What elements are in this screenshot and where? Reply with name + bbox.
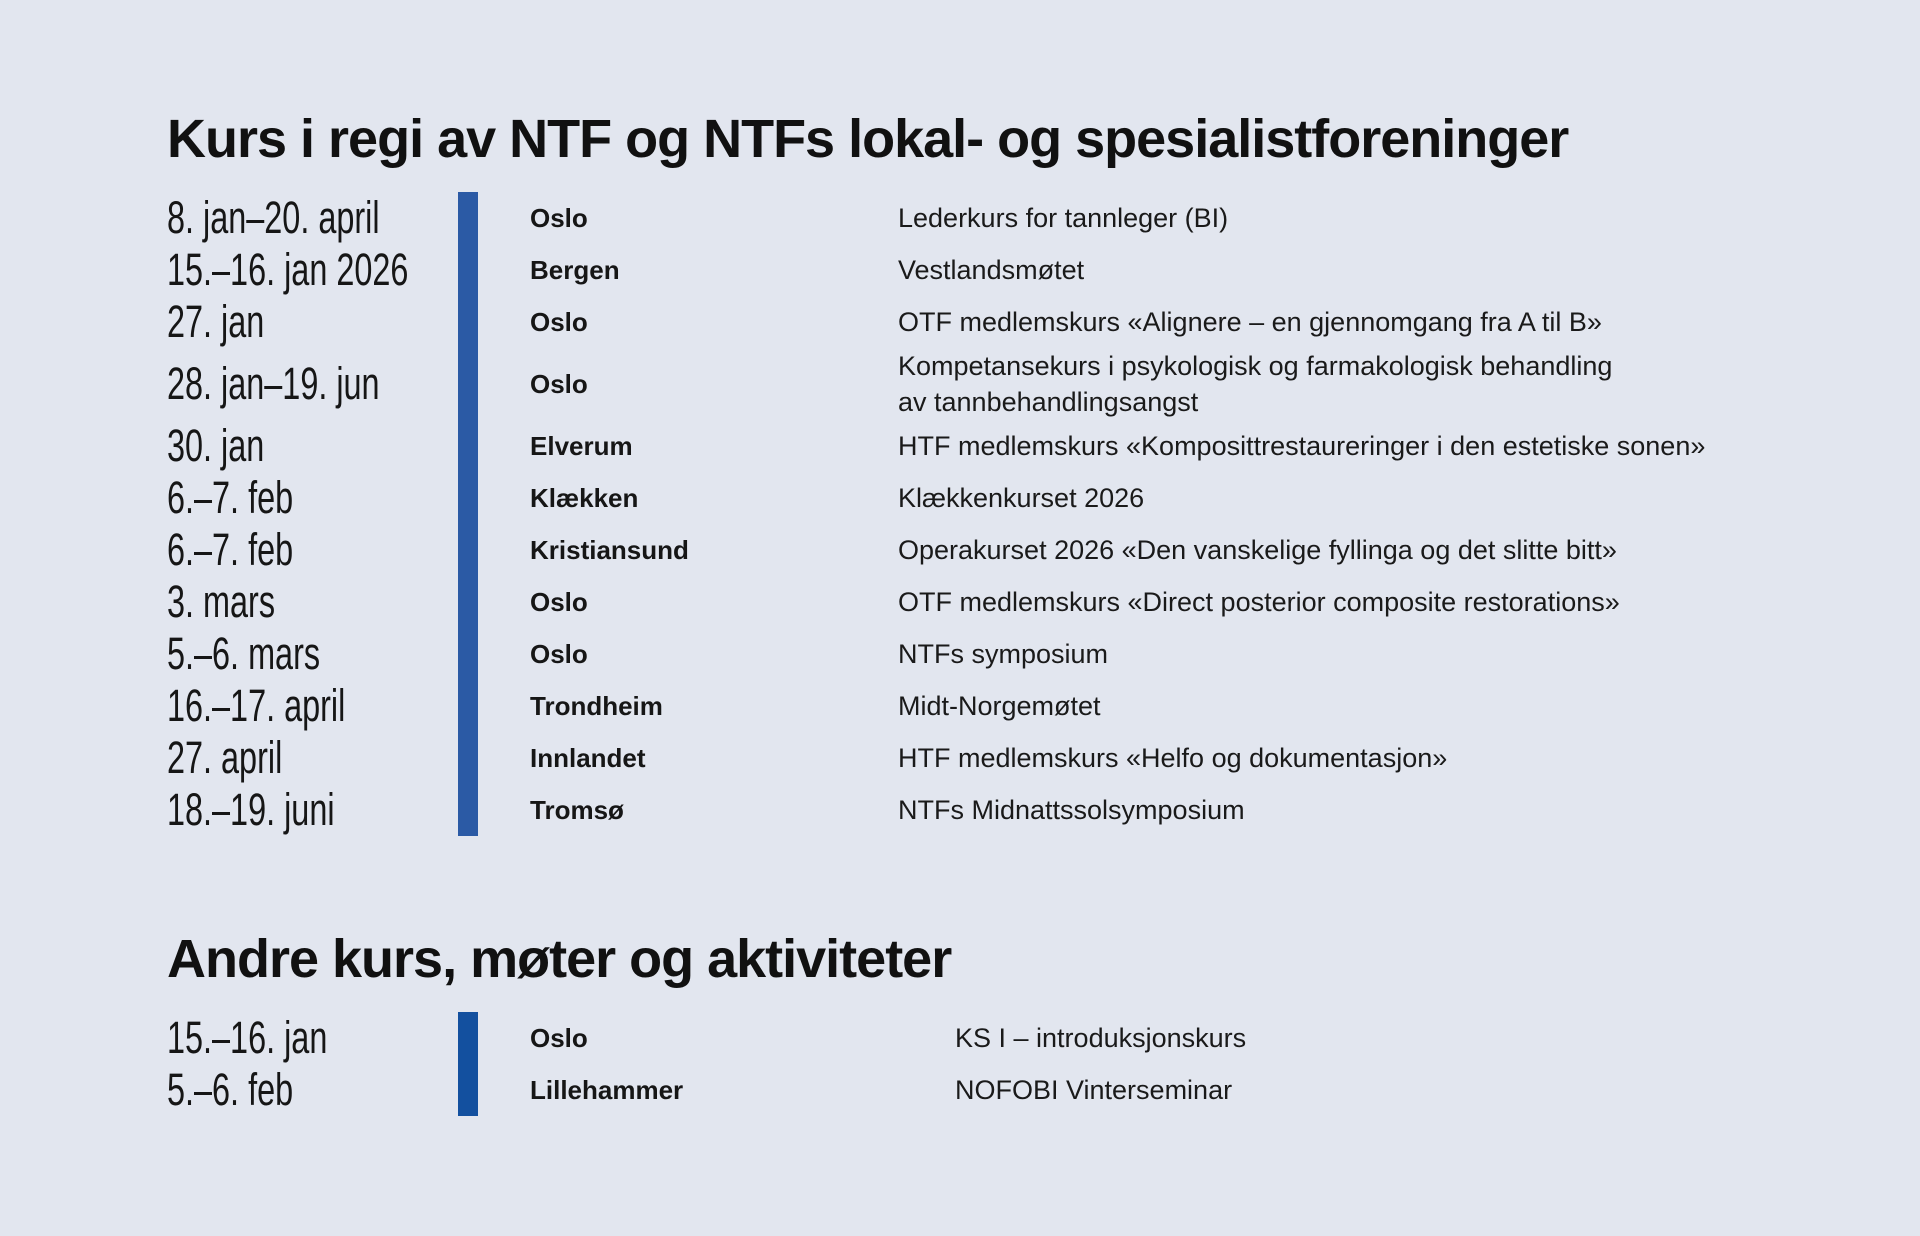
course-date-text: 15.–16. jan 2026 [167, 244, 409, 296]
course-row: 3. mars Oslo OTF medlemskurs «Direct pos… [167, 576, 1867, 628]
course-name: OTF medlemskurs «Alignere – en gjennomga… [898, 307, 1602, 338]
course-row: 5.–6. feb Lillehammer NOFOBI Vintersemin… [167, 1064, 1867, 1116]
course-date-text: 27. jan [167, 296, 265, 348]
course-location: Bergen [530, 254, 620, 285]
course-date-text: 8. jan–20. april [167, 192, 380, 244]
course-date: 27. jan [167, 296, 458, 348]
course-date: 8. jan–20. april [167, 192, 458, 244]
course-name: Midt-Norgemøtet [898, 691, 1101, 722]
course-date: 16.–17. april [167, 680, 458, 732]
course-name: NTFs symposium [898, 639, 1109, 670]
section-title-ntf-courses: Kurs i regi av NTF og NTFs lokal- og spe… [167, 109, 1569, 169]
course-name: Operakurset 2026 «Den vanskelige fylling… [898, 535, 1617, 566]
course-name: Lederkurs for tannleger (BI) [898, 203, 1229, 234]
course-date: 6.–7. feb [167, 472, 458, 524]
course-location: Lillehammer [530, 1074, 684, 1105]
course-row: 16.–17. april Trondheim Midt-Norgemøtet [167, 680, 1867, 732]
course-date: 15.–16. jan [167, 1012, 458, 1064]
course-date: 15.–16. jan 2026 [167, 244, 458, 296]
course-name: HTF medlemskurs «Helfo og dokumentasjon» [898, 743, 1448, 774]
course-date: 3. mars [167, 576, 458, 628]
course-name: Klækkenkurset 2026 [898, 483, 1145, 514]
course-location: Elverum [530, 430, 633, 461]
course-location: Oslo [530, 586, 588, 617]
course-row: 6.–7. feb Klækken Klækkenkurset 2026 [167, 472, 1867, 524]
course-date-text: 18.–19. juni [167, 784, 335, 836]
course-name: OTF medlemskurs «Direct posterior compos… [898, 587, 1620, 618]
course-date-text: 30. jan [167, 420, 265, 472]
course-location: Oslo [530, 368, 588, 399]
course-row: 15.–16. jan 2026 Bergen Vestlandsmøtet [167, 244, 1867, 296]
section-other-activities: Andre kurs, møter og aktiviteter 15.–16.… [0, 836, 1920, 1117]
course-row: 30. jan Elverum HTF medlemskurs «Komposi… [167, 420, 1867, 472]
course-name: Kompetansekurs i psykologisk og farmakol… [898, 351, 1613, 418]
course-table-ntf: 8. jan–20. april Oslo Lederkurs for tann… [167, 192, 1867, 837]
course-location: Trondheim [530, 690, 663, 721]
course-row: 27. jan Oslo OTF medlemskurs «Alignere –… [167, 296, 1867, 348]
course-location: Klækken [530, 482, 639, 513]
course-row: 6.–7. feb Kristiansund Operakurset 2026 … [167, 524, 1867, 576]
accent-bar [458, 192, 478, 837]
course-location: Oslo [530, 1022, 588, 1053]
course-location: Oslo [530, 638, 588, 669]
course-row: 18.–19. juni Tromsø NTFs Midnattssolsymp… [167, 784, 1867, 836]
course-date-text: 16.–17. april [167, 680, 346, 732]
course-location: Innlandet [530, 742, 646, 773]
course-location: Oslo [530, 202, 588, 233]
course-location: Oslo [530, 306, 588, 337]
course-date-text: 5.–6. mars [167, 628, 321, 680]
course-name: NTFs Midnattssolsymposium [898, 795, 1245, 826]
course-location: Kristiansund [530, 534, 689, 565]
section-ntf-courses: Kurs i regi av NTF og NTFs lokal- og spe… [167, 109, 1867, 837]
course-date: 5.–6. mars [167, 628, 458, 680]
course-date-text: 27. april [167, 732, 283, 784]
course-row: 27. april Innlandet HTF medlemskurs «Hel… [167, 732, 1867, 784]
course-name: NOFOBI Vinterseminar [955, 1075, 1233, 1106]
course-date: 28. jan–19. jun [167, 358, 458, 410]
course-date-text: 28. jan–19. jun [167, 358, 380, 410]
course-table-other: 15.–16. jan Oslo KS I – introduksjonskur… [167, 1012, 1867, 1117]
course-date-text: 6.–7. feb [167, 472, 294, 524]
course-row: 28. jan–19. jun Oslo Kompetansekurs i ps… [167, 348, 1867, 420]
course-date: 6.–7. feb [167, 524, 458, 576]
course-name: KS I – introduksjonskurs [955, 1023, 1247, 1054]
course-date-text: 6.–7. feb [167, 524, 294, 576]
section-title-other-activities: Andre kurs, møter og aktiviteter [167, 929, 952, 990]
course-date: 27. april [167, 732, 458, 784]
course-row: 8. jan–20. april Oslo Lederkurs for tann… [167, 192, 1867, 244]
course-location: Tromsø [530, 794, 624, 825]
course-row: 15.–16. jan Oslo KS I – introduksjonskur… [167, 1012, 1867, 1064]
course-date-text: 15.–16. jan [167, 1012, 328, 1064]
course-date: 30. jan [167, 420, 458, 472]
course-name: Vestlandsmøtet [898, 255, 1085, 286]
course-date-text: 5.–6. feb [167, 1064, 294, 1116]
course-date-text: 3. mars [167, 576, 276, 628]
accent-bar [458, 1012, 478, 1117]
course-date: 5.–6. feb [167, 1064, 458, 1116]
course-name: HTF medlemskurs «Komposittrestaureringer… [898, 431, 1706, 462]
course-row: 5.–6. mars Oslo NTFs symposium [167, 628, 1867, 680]
course-date: 18.–19. juni [167, 784, 458, 836]
